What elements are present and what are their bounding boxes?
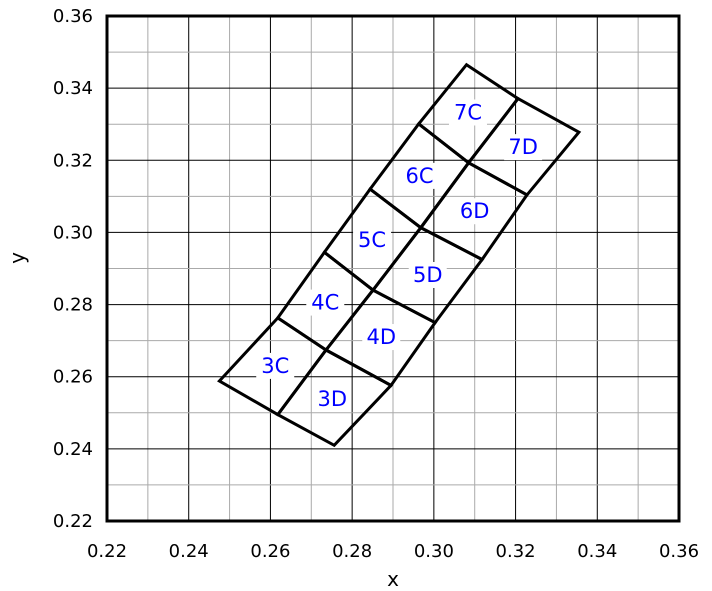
x-tick-label: 0.24 <box>169 541 209 562</box>
zone-label: 6C <box>406 164 434 188</box>
y-tick-label: 0.36 <box>53 6 93 27</box>
zone-label: 7C <box>454 100 482 124</box>
y-tick-label: 0.22 <box>53 511 93 532</box>
y-tick-label: 0.24 <box>53 439 93 460</box>
grid <box>107 16 679 521</box>
zone-label: 5D <box>413 263 443 287</box>
zone-label: 5C <box>358 228 386 252</box>
zone-label-background <box>400 162 439 189</box>
x-tick-label: 0.34 <box>577 541 617 562</box>
y-tick-label: 0.28 <box>53 295 93 316</box>
zone-label: 3C <box>261 354 289 378</box>
zone-label: 6D <box>460 199 490 223</box>
x-tick-label: 0.26 <box>250 541 290 562</box>
x-axis-label: x <box>387 567 399 591</box>
zone-label-background <box>362 324 401 351</box>
y-tick-label: 0.30 <box>53 222 93 243</box>
zone-label: 4D <box>366 325 396 349</box>
zone-label-background <box>313 385 352 412</box>
x-tick-label: 0.32 <box>496 541 536 562</box>
y-tick-label: 0.26 <box>53 367 93 388</box>
zone-label: 7D <box>508 135 538 159</box>
zone-label-background <box>256 352 295 379</box>
plot-frame <box>105 14 681 523</box>
y-tick-label: 0.32 <box>53 150 93 171</box>
zone-outline <box>466 96 582 197</box>
x-tick-label: 0.30 <box>414 541 454 562</box>
x-tick-label: 0.36 <box>659 541 699 562</box>
y-tick-label: 0.34 <box>53 78 93 99</box>
x-tick-label: 0.28 <box>332 541 372 562</box>
y-axis-label: y <box>5 252 29 264</box>
zone-label-background <box>448 99 487 126</box>
zone-label-background <box>504 134 543 161</box>
zones: 3C 3D 4C 4D 5C 5D 6C 6D 7C 7D <box>217 62 582 448</box>
zone-label-background <box>353 226 392 253</box>
zone-label: 4C <box>311 291 339 315</box>
zone-label: 3D <box>317 387 347 411</box>
zone-label-background <box>306 289 345 316</box>
zone-label-background <box>455 198 494 225</box>
zone-label-background <box>408 261 447 288</box>
tick-labels: 0.22 0.24 0.26 0.28 0.30 0.32 0.34 0.36 0.22 0.24… <box>53 6 699 562</box>
x-tick-label: 0.22 <box>87 541 127 562</box>
